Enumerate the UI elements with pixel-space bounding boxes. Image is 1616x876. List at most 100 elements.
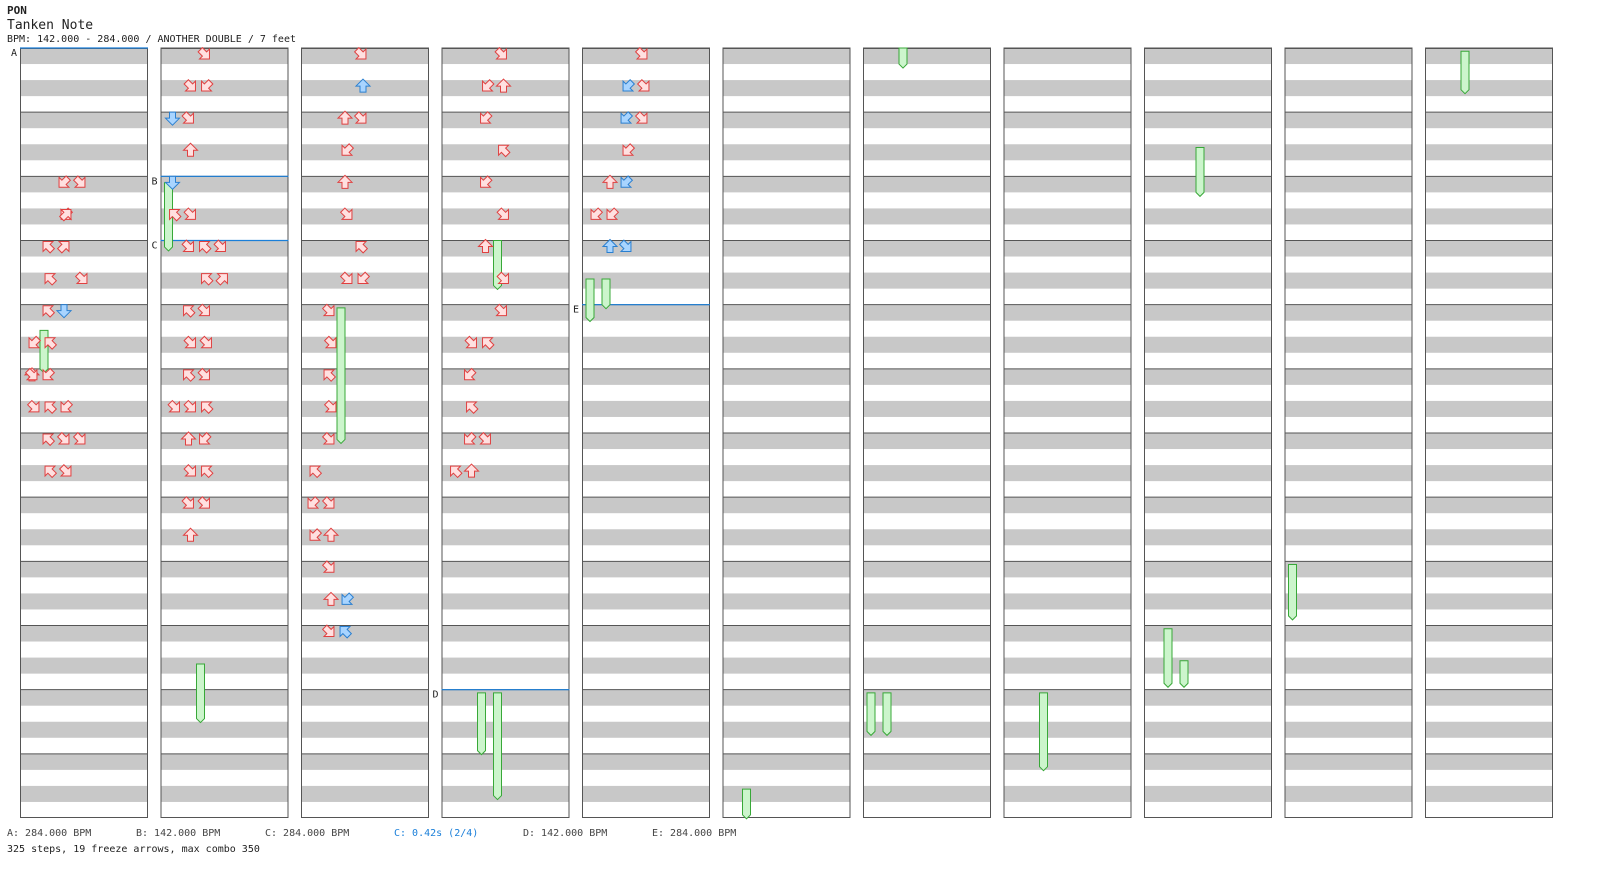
freeze-arrow	[1288, 564, 1297, 621]
step-arrow	[464, 335, 477, 349]
chart-column	[1003, 47, 1132, 818]
step-arrow	[323, 399, 337, 413]
step-arrow	[58, 464, 72, 477]
step-arrow	[357, 271, 371, 285]
step-arrow	[180, 431, 197, 446]
step-arrow	[26, 399, 40, 413]
step-arrow	[42, 433, 56, 447]
freeze-arrow	[1460, 50, 1470, 95]
step-arrow	[182, 142, 199, 157]
step-arrow	[496, 207, 509, 220]
freeze-arrow	[601, 278, 611, 310]
step-arrow	[464, 367, 477, 381]
bpm-marker-label: A	[11, 48, 17, 59]
step-arrow	[321, 431, 335, 445]
step-arrow	[182, 527, 199, 542]
chart-column	[301, 47, 429, 818]
freeze-arrow	[1179, 660, 1189, 688]
freeze-arrow	[585, 278, 595, 323]
step-arrow	[201, 401, 214, 414]
step-arrow	[183, 305, 196, 318]
step-arrow	[183, 335, 196, 349]
bpm-marker-label: C	[152, 241, 158, 252]
step-arrow	[353, 46, 367, 60]
step-arrow	[341, 592, 355, 605]
step-arrow	[197, 303, 210, 317]
step-arrow	[634, 111, 648, 124]
step-arrow	[636, 79, 650, 92]
step-arrow	[181, 496, 194, 509]
step-arrow	[622, 143, 636, 156]
step-arrow	[336, 110, 354, 125]
legend-item: A: 284.000 BPM	[7, 828, 92, 839]
step-arrow	[464, 431, 477, 445]
step-arrow	[482, 337, 495, 350]
step-arrow	[197, 367, 210, 381]
step-arrow	[620, 175, 634, 188]
chart-info: BPM: 142.000 - 284.000 / ANOTHER DOUBLE …	[7, 34, 296, 45]
step-arrow	[634, 46, 648, 60]
step-arrow	[183, 464, 196, 477]
step-arrow	[197, 496, 210, 509]
step-arrow	[480, 111, 493, 124]
step-arrow	[181, 239, 194, 252]
step-arrow	[201, 465, 214, 479]
step-arrow	[477, 238, 494, 253]
step-arrow	[606, 207, 620, 220]
legend-item: E: 284.000 BPM	[652, 828, 737, 839]
step-arrow	[55, 304, 73, 319]
chart-column	[441, 47, 570, 818]
step-arrow	[322, 527, 340, 542]
step-arrow	[321, 303, 335, 317]
step-arrow	[601, 238, 619, 253]
step-arrow	[494, 46, 507, 60]
step-arrow	[74, 271, 88, 285]
artist-name: PON	[7, 4, 27, 17]
step-arrow	[183, 207, 196, 220]
step-arrow	[42, 241, 56, 254]
freeze-arrow	[866, 692, 876, 737]
freeze-arrow	[493, 692, 502, 801]
step-arrow	[183, 369, 196, 382]
chart-column	[582, 47, 710, 818]
step-arrow	[72, 175, 86, 188]
step-arrow	[42, 305, 56, 318]
step-arrow	[58, 175, 72, 188]
freeze-arrow	[39, 329, 49, 374]
step-arrow	[60, 399, 74, 413]
freeze-arrow	[1195, 146, 1205, 198]
step-arrow	[164, 175, 181, 191]
step-arrow	[339, 626, 353, 639]
step-arrow	[56, 241, 70, 254]
step-arrow	[309, 528, 323, 541]
chart-column	[863, 47, 991, 818]
step-arrow	[323, 335, 337, 349]
step-arrow	[450, 465, 463, 479]
chart-column	[1425, 47, 1553, 818]
freeze-arrow	[196, 663, 205, 724]
step-arrow	[201, 273, 214, 286]
step-arrow	[42, 367, 56, 381]
step-arrow	[164, 111, 181, 126]
step-arrow	[339, 271, 353, 285]
step-arrow	[620, 111, 634, 124]
step-arrow	[199, 431, 212, 445]
chart-column	[1144, 47, 1272, 818]
step-arrow	[494, 303, 507, 317]
step-arrow	[309, 465, 323, 479]
step-arrow	[495, 78, 512, 93]
freeze-arrow	[477, 692, 486, 756]
step-arrow	[201, 79, 214, 92]
step-arrow	[321, 624, 335, 637]
step-arrow	[183, 399, 196, 413]
step-arrow	[28, 335, 42, 349]
step-arrow	[181, 111, 194, 124]
step-arrow	[498, 144, 511, 158]
step-arrow	[199, 241, 212, 254]
step-arrow	[183, 79, 196, 92]
step-arrow	[322, 591, 340, 606]
step-arrow	[355, 241, 369, 254]
step-arrow	[480, 175, 493, 188]
step-arrow	[353, 111, 367, 124]
step-arrow	[44, 401, 58, 414]
